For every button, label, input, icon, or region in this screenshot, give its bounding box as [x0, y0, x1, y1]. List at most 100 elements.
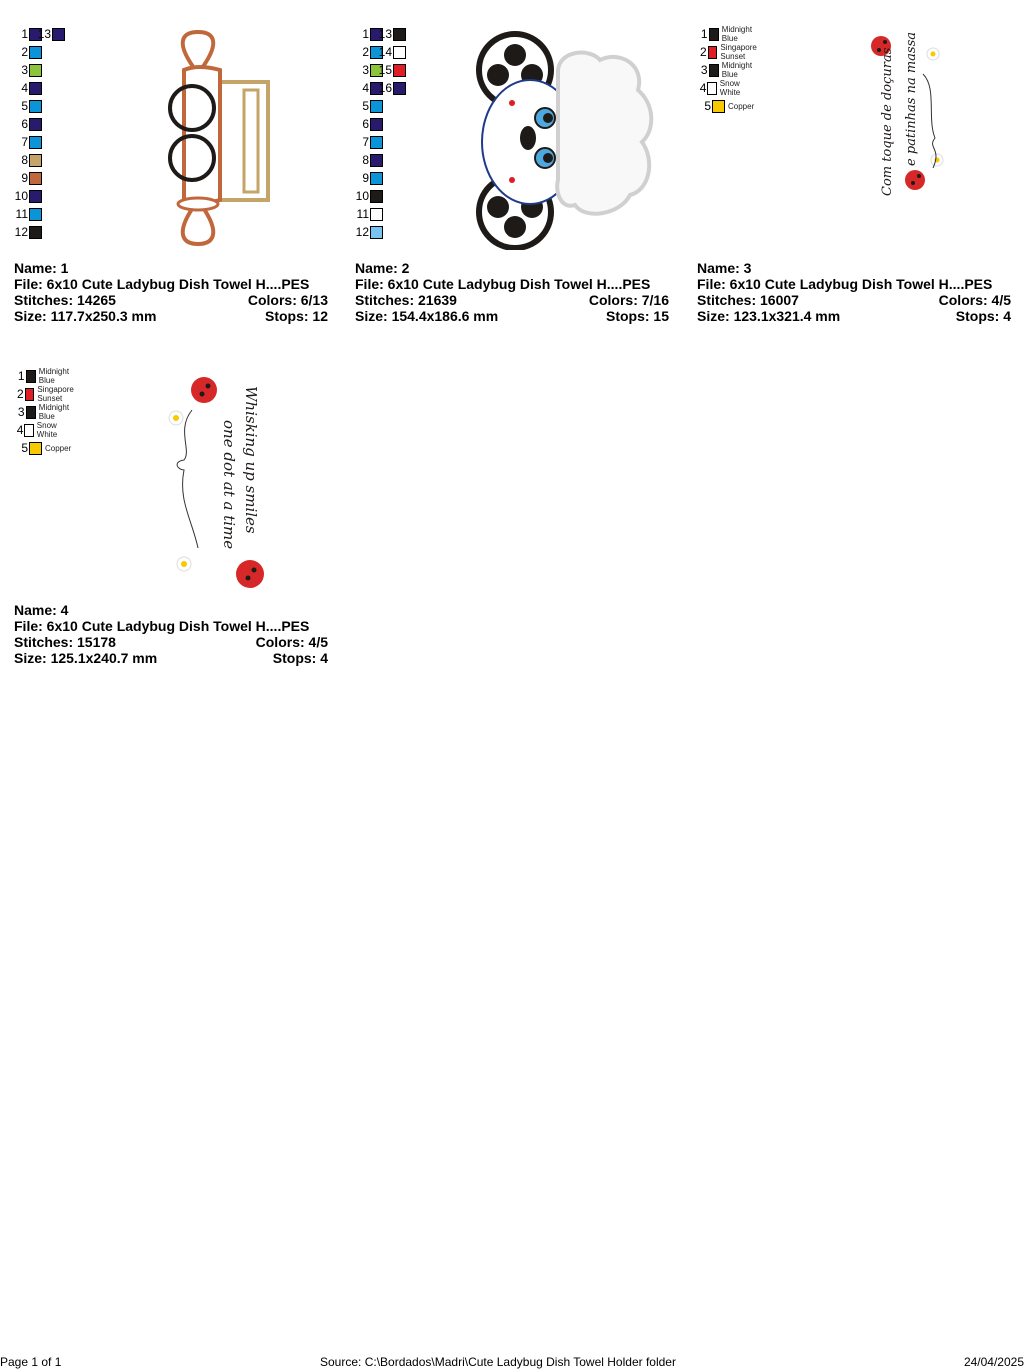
color-swatch — [370, 225, 383, 239]
design-size: Size: 154.4x186.6 mm — [355, 308, 499, 324]
swatch-number: 4 — [21, 81, 28, 95]
color-swatch — [29, 153, 42, 167]
color-swatch — [29, 171, 42, 185]
design-card-1: 1 2 3 4 5 6 7 8 9 10 11 12 13 Name: 1 File: 6x10 Cute… — [14, 22, 328, 342]
design-file: File: 6x10 Cute Ladybug Dish Towel H....… — [355, 276, 651, 292]
color-swatch-item: 5 Copper — [697, 99, 754, 113]
swatch-number: 4 — [16, 423, 24, 437]
print-date: 24/04/2025 — [963, 1355, 1024, 1369]
color-swatch-item: 10 — [14, 189, 42, 203]
color-swatch — [370, 189, 383, 203]
swatch-number: 1 — [362, 27, 369, 41]
color-swatch-item: 4 Snow White — [14, 421, 65, 439]
artwork-text-line: Whisking up smiles — [242, 386, 260, 534]
design-colors: Colors: 4/5 — [255, 634, 328, 650]
color-swatch-item: 1 — [355, 27, 383, 41]
design-info: Name: 2 File: 6x10 Cute Ladybug Dish Towe… — [355, 260, 669, 324]
thread-name: Midnight Blue — [721, 61, 753, 79]
design-name: Name: 1 — [14, 260, 69, 276]
color-swatch-item: 1 Midnight Blue — [14, 367, 75, 385]
swatch-number: 11 — [356, 207, 369, 221]
color-swatch — [370, 207, 383, 221]
swatch-number: 8 — [362, 153, 369, 167]
color-swatch — [370, 171, 383, 185]
swatch-number: 7 — [21, 135, 28, 149]
color-swatch-item: 8 — [14, 153, 42, 167]
swatch-number: 5 — [21, 441, 28, 455]
color-swatch-item: 2 — [355, 45, 383, 59]
color-swatch-item: 9 — [355, 171, 383, 185]
color-swatch-item: 3 Midnight Blue — [14, 403, 75, 421]
color-swatch — [370, 81, 383, 95]
color-swatch-item: 10 — [355, 189, 383, 203]
color-swatch-item: 3 — [355, 63, 383, 77]
artwork-text-line: Com toque de doçuras — [880, 47, 895, 196]
swatch-number: 11 — [15, 207, 28, 221]
color-swatch — [370, 63, 383, 77]
artwork-text-line: e patinhas na massa — [904, 32, 919, 166]
color-swatch-item: 7 — [355, 135, 383, 149]
color-swatch — [29, 45, 42, 59]
swatch-number: 1 — [700, 27, 708, 41]
design-size: Size: 125.1x240.7 mm — [14, 650, 158, 666]
swatch-number: 2 — [17, 387, 24, 401]
swatch-number: 14 — [378, 45, 392, 59]
thread-name: Midnight Blue — [721, 25, 753, 43]
color-swatch-item: 3 Midnight Blue — [697, 61, 758, 79]
design-preview-ladybug-chef — [476, 31, 654, 250]
color-swatch-item: 4 Snow White — [697, 79, 748, 97]
source-path: Source: C:\Bordados\Madri\Cute Ladybug D… — [320, 1355, 676, 1369]
swatch-number: 5 — [704, 99, 711, 113]
swatch-number: 12 — [355, 225, 369, 239]
swatch-number: 7 — [362, 135, 369, 149]
color-swatch — [708, 63, 719, 77]
thread-name: Singapore Sunset — [720, 43, 757, 61]
design-stops: Stops: 15 — [605, 308, 669, 324]
color-swatch — [29, 189, 42, 203]
design-stitches: Stitches: 15178 — [14, 634, 116, 650]
design-name: Name: 4 — [14, 602, 69, 618]
design-preview-ladybug-whisk-text: Whisking up smiles one dot at a time — [168, 377, 264, 588]
design-colors: Colors: 4/5 — [938, 292, 1011, 308]
thread-name: Midnight Blue — [38, 403, 70, 421]
swatch-number: 3 — [362, 63, 369, 77]
swatch-number: 4 — [699, 81, 707, 95]
swatch-number: 4 — [362, 81, 369, 95]
color-swatch-item: 16 — [376, 81, 406, 95]
color-swatch — [25, 369, 36, 383]
thread-name: Copper — [728, 101, 755, 111]
design-stops: Stops: 12 — [264, 308, 328, 324]
color-swatch — [708, 27, 719, 41]
design-size: Size: 117.7x250.3 mm — [14, 308, 157, 324]
swatch-number: 6 — [21, 117, 28, 131]
color-swatch — [29, 117, 42, 131]
color-swatch-item: 2 — [14, 45, 42, 59]
thread-name: Snow White — [719, 79, 741, 97]
swatch-number: 8 — [21, 153, 28, 167]
design-stitches: Stitches: 14265 — [14, 292, 116, 308]
design-info: Name: 1 File: 6x10 Cute Ladybug Dish Towe… — [14, 260, 328, 324]
color-swatch-item: 4 — [355, 81, 383, 95]
design-file: File: 6x10 Cute Ladybug Dish Towel H....… — [14, 618, 310, 634]
swatch-number: 15 — [378, 63, 392, 77]
color-swatch-item: 8 — [355, 153, 383, 167]
color-swatch — [393, 63, 406, 77]
swatch-number: 5 — [21, 99, 28, 113]
swatch-number: 10 — [355, 189, 369, 203]
swatch-number: 9 — [21, 171, 28, 185]
design-preview-rolling-pin — [168, 30, 270, 247]
color-swatch-item: 15 — [376, 63, 406, 77]
swatch-number: 1 — [21, 27, 28, 41]
color-swatch — [393, 81, 406, 95]
color-swatch-item: 12 — [355, 225, 383, 239]
design-card-4: 1 Midnight Blue 2 Singapore Sunset 3 Midnight… — [14, 364, 328, 684]
color-swatch — [712, 99, 725, 113]
color-swatch — [370, 117, 383, 131]
color-swatch-item: 1 Midnight Blue — [697, 25, 758, 43]
color-swatch-item: 5 — [355, 99, 383, 113]
color-swatch-item: 13 — [35, 27, 65, 41]
swatch-number: 2 — [21, 45, 28, 59]
color-swatch-item: 13 — [376, 27, 406, 41]
color-swatch-item: 11 — [14, 207, 42, 221]
color-swatch-item: 5 — [14, 99, 42, 113]
